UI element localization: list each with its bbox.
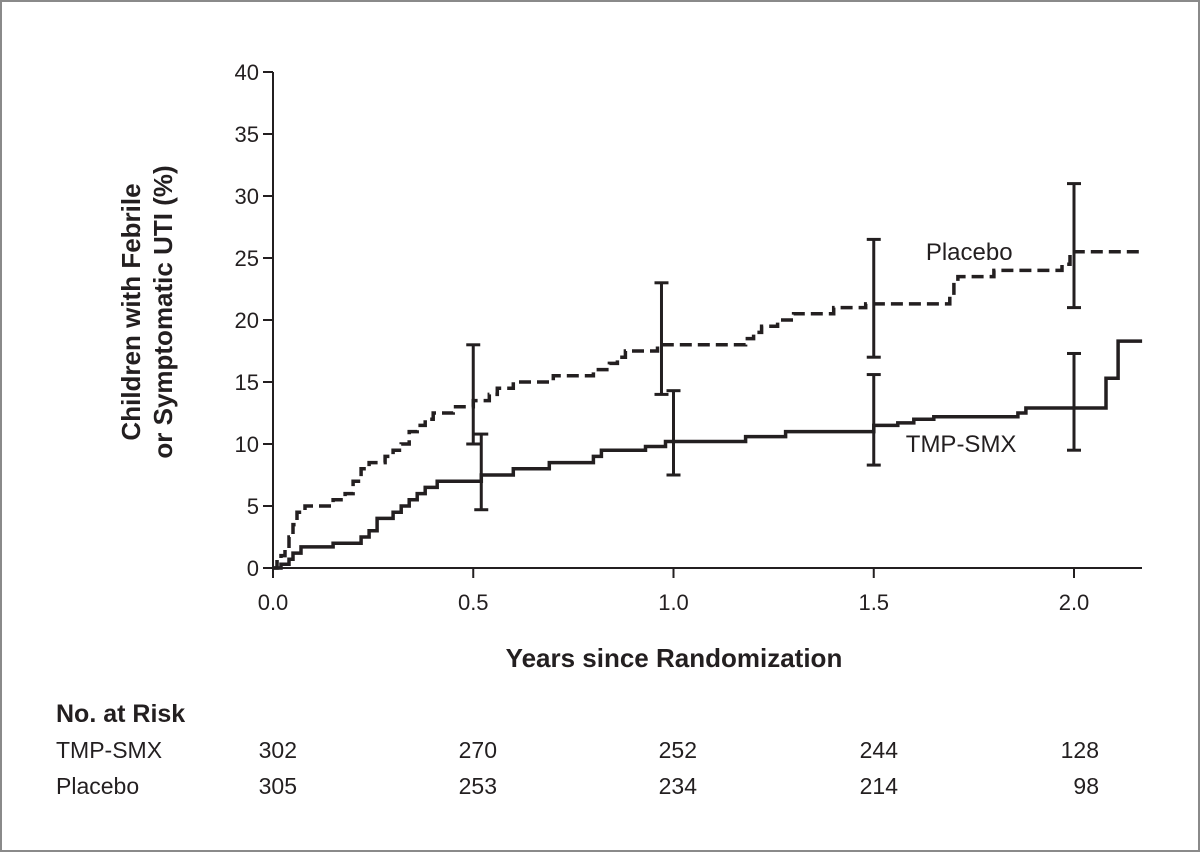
y-tick-label: 5 bbox=[247, 494, 259, 519]
error-bar-placebo bbox=[466, 343, 481, 446]
risk-cell: 302 bbox=[259, 737, 297, 763]
series-label-placebo: Placebo bbox=[926, 239, 1013, 266]
risk-cell: 305 bbox=[259, 773, 297, 799]
chart-axes bbox=[272, 72, 1142, 569]
y-tick-label: 0 bbox=[247, 556, 259, 581]
y-tick-label: 30 bbox=[235, 184, 259, 209]
risk-cell: 270 bbox=[459, 737, 497, 763]
risk-cell: 128 bbox=[1061, 737, 1099, 763]
risk-row-label: TMP-SMX bbox=[56, 737, 162, 763]
error-bar-placebo bbox=[866, 237, 881, 359]
error-bar-placebo bbox=[654, 281, 669, 396]
risk-cell: 214 bbox=[860, 773, 899, 799]
risk-row-label: Placebo bbox=[56, 773, 139, 799]
y-tick-label: 20 bbox=[235, 308, 259, 333]
y-axis-title: Children with Febrile or Symptomatic UTI… bbox=[116, 165, 178, 458]
x-tick-label: 1.5 bbox=[858, 590, 889, 615]
x-tick-label: 0.0 bbox=[258, 590, 289, 615]
risk-cell: 253 bbox=[459, 773, 497, 799]
risk-table-title: No. at Risk bbox=[56, 700, 185, 728]
x-tick-label: 0.5 bbox=[458, 590, 489, 615]
y-tick-label: 40 bbox=[235, 60, 259, 85]
y-axis-title-line-1: Children with Febrile bbox=[116, 183, 146, 440]
series-line-placebo bbox=[273, 250, 1143, 570]
risk-cell: 252 bbox=[659, 737, 697, 763]
y-tick-label: 25 bbox=[235, 246, 259, 271]
series-label-tmp-smx: TMP-SMX bbox=[906, 431, 1017, 458]
error-bar-tmp-smx bbox=[866, 373, 881, 467]
y-tick-label: 15 bbox=[235, 370, 259, 395]
x-tick-label: 1.0 bbox=[658, 590, 689, 615]
series-layer bbox=[273, 250, 1143, 570]
risk-table: No. at Risk TMP-SMX 302 270 252 244 128 Placeb… bbox=[56, 700, 1099, 799]
series-labels: Placebo TMP-SMX bbox=[906, 239, 1017, 458]
x-axis-title: Years since Randomization bbox=[506, 643, 843, 673]
tick-marks: 0 5 10 15 20 25 30 35 40 0.0 0.5 1.0 1.5 2.0 bbox=[235, 60, 1090, 615]
x-tick-label: 2.0 bbox=[1059, 590, 1090, 615]
risk-cell: 244 bbox=[860, 737, 899, 763]
error-bar-tmp-smx bbox=[474, 432, 489, 512]
risk-cell: 98 bbox=[1073, 773, 1099, 799]
risk-cell: 234 bbox=[659, 773, 698, 799]
y-axis-title-line-2: or Symptomatic UTI (%) bbox=[148, 165, 178, 458]
series-line-tmp-smx bbox=[273, 339, 1143, 570]
error-bars bbox=[466, 182, 1081, 512]
y-tick-label: 35 bbox=[235, 122, 259, 147]
y-tick-label: 10 bbox=[235, 432, 259, 457]
error-bar-tmp-smx bbox=[1067, 351, 1081, 452]
error-bar-tmp-smx bbox=[666, 389, 681, 477]
error-bar-placebo bbox=[1067, 182, 1081, 310]
